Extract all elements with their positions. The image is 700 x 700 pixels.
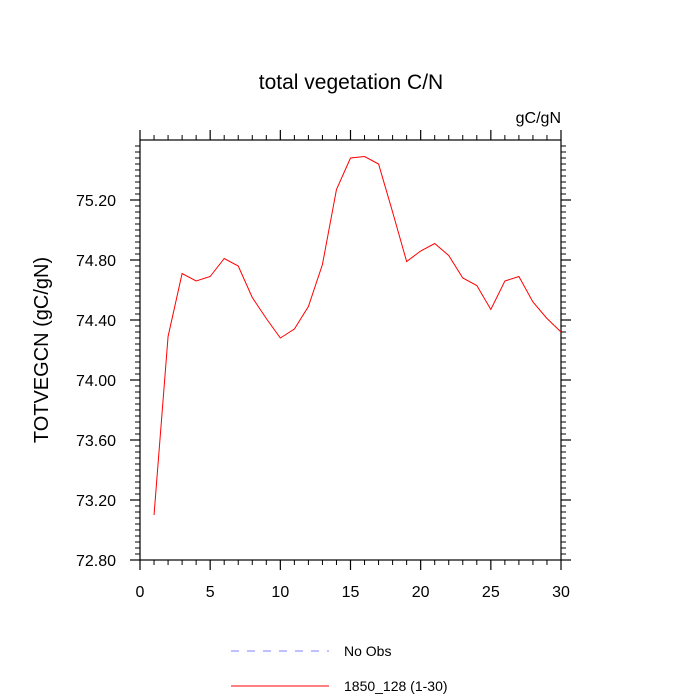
y-tick-label: 74.40 [76, 313, 116, 330]
y-axis-label: TOTVEGCN (gC/gN) [31, 257, 53, 443]
y-tick-label: 75.20 [76, 193, 116, 210]
x-tick-label: 25 [482, 584, 500, 601]
y-tick-label: 73.60 [76, 433, 116, 450]
legend-label-1850-128: 1850_128 (1-30) [344, 678, 448, 694]
series-line-1 [153, 155, 562, 516]
y-tick-label: 74.80 [76, 253, 116, 270]
x-tick-label: 15 [342, 584, 360, 601]
series-layer [153, 155, 562, 516]
plot-axes: 0 5 10 15 20 25 30 72.80 73.20 73.60 74.00 74.40 74.… [76, 130, 571, 601]
legend-label-no-obs: No Obs [344, 643, 391, 659]
units-label: gC/gN [516, 110, 561, 127]
x-tick-label: 0 [136, 584, 145, 601]
x-tick-label: 10 [271, 584, 289, 601]
chart-title: total vegetation C/N [259, 71, 443, 94]
x-tick-label: 5 [206, 584, 215, 601]
legend: No Obs 1850_128 (1-30) [231, 643, 448, 694]
y-tick-label: 74.00 [76, 373, 116, 390]
y-tick-label: 73.20 [76, 493, 116, 510]
plot-frame [139, 139, 562, 561]
x-tick-label: 20 [412, 584, 430, 601]
x-tick-label: 30 [552, 584, 570, 601]
y-tick-label: 72.80 [76, 553, 116, 570]
